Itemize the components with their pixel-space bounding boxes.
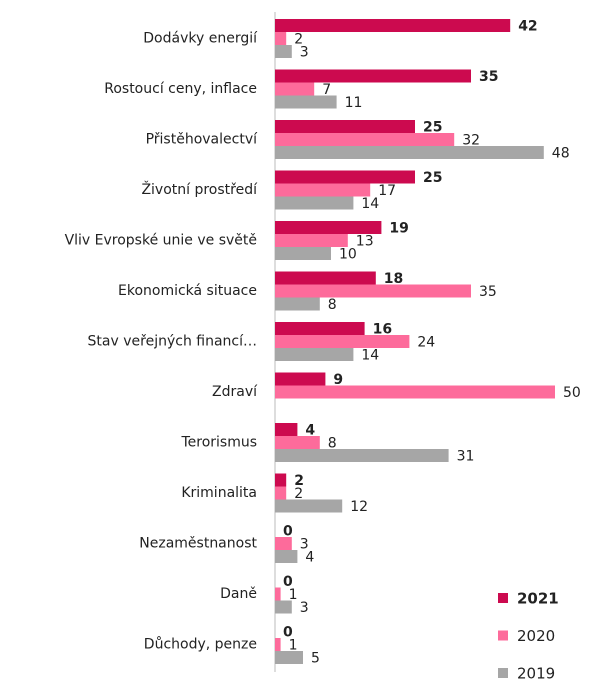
legend-swatch — [498, 630, 508, 641]
data-label: 3 — [300, 600, 309, 616]
bar — [275, 537, 292, 550]
data-label: 24 — [417, 335, 435, 351]
bar — [275, 247, 331, 260]
bar — [275, 45, 292, 58]
data-label: 42 — [518, 19, 537, 35]
data-label: 2 — [294, 32, 303, 48]
legend-swatch — [498, 593, 508, 603]
data-label: 4 — [305, 423, 315, 439]
data-label: 4 — [305, 550, 314, 566]
category-label: Vliv Evropské unie ve světě — [65, 233, 257, 249]
data-label: 3 — [300, 45, 309, 61]
bar — [275, 348, 354, 361]
data-label: 32 — [462, 133, 480, 149]
bar — [275, 284, 471, 298]
data-label: 12 — [350, 499, 368, 515]
category-label: Nezaměstnanost — [139, 536, 257, 552]
data-label: 2 — [294, 486, 303, 502]
category-label: Kriminalita — [181, 485, 257, 501]
bar — [275, 486, 287, 500]
bar — [275, 638, 281, 651]
data-label: 31 — [457, 449, 475, 465]
data-label: 8 — [328, 297, 337, 313]
bar — [275, 499, 343, 513]
bar — [275, 651, 303, 664]
category-label: Stav veřejných financí… — [88, 334, 257, 350]
data-label: 1 — [289, 587, 298, 603]
legend-label: 2021 — [517, 590, 559, 608]
data-label: 0 — [283, 574, 293, 590]
data-label: 9 — [333, 372, 343, 388]
category-label: Ekonomická situace — [118, 283, 257, 299]
data-label: 7 — [322, 82, 331, 98]
data-label: 0 — [283, 524, 293, 540]
data-label: 10 — [339, 247, 357, 263]
data-label: 18 — [384, 271, 403, 287]
data-label: 48 — [552, 146, 570, 162]
bar — [275, 170, 415, 184]
data-label: 16 — [373, 322, 392, 338]
data-label: 14 — [361, 348, 379, 364]
data-label: 0 — [283, 625, 293, 641]
legend-label: 2019 — [517, 665, 555, 682]
bar — [275, 32, 287, 45]
bar — [275, 385, 555, 399]
bar — [275, 372, 326, 386]
data-label: 13 — [356, 234, 374, 250]
bar — [275, 587, 281, 601]
bar — [275, 322, 365, 335]
bar — [275, 82, 315, 96]
bar — [275, 95, 337, 109]
data-label: 35 — [479, 69, 498, 85]
category-label: Přistěhovalectví — [146, 132, 259, 148]
bar — [275, 196, 354, 210]
data-label: 25 — [423, 120, 442, 136]
data-label: 19 — [389, 221, 408, 237]
bar — [275, 133, 455, 146]
category-label: Daně — [220, 586, 257, 602]
bar — [275, 449, 449, 462]
bar — [275, 234, 348, 247]
data-label: 17 — [378, 183, 396, 199]
category-label: Terorismus — [180, 435, 257, 451]
bar — [275, 19, 511, 32]
bar — [275, 550, 298, 563]
data-label: 14 — [361, 196, 379, 212]
bar — [275, 297, 320, 311]
legend-label: 2020 — [517, 627, 555, 645]
data-label: 25 — [423, 170, 442, 186]
bar — [275, 146, 544, 159]
bar — [275, 183, 371, 197]
data-label: 5 — [311, 651, 320, 667]
category-label: Rostoucí ceny, inflace — [104, 81, 257, 97]
bar — [275, 436, 320, 449]
data-label: 50 — [563, 385, 581, 401]
bar — [275, 271, 376, 285]
bar — [275, 120, 415, 133]
bar — [275, 221, 382, 234]
category-label: Důchody, penze — [144, 637, 257, 653]
data-label: 1 — [289, 638, 298, 654]
data-label: 3 — [300, 537, 309, 553]
data-label: 11 — [345, 95, 363, 111]
bar — [275, 335, 410, 348]
bar — [275, 473, 287, 487]
bar — [275, 600, 292, 614]
bar — [275, 69, 471, 83]
category-label: Životní prostředí — [141, 180, 258, 198]
data-label: 8 — [328, 436, 337, 452]
category-label: Dodávky energií — [143, 31, 258, 47]
category-label: Zdraví — [212, 384, 258, 400]
legend-swatch — [498, 668, 508, 678]
data-label: 2 — [294, 473, 304, 489]
bar — [275, 423, 298, 436]
data-label: 35 — [479, 284, 497, 300]
